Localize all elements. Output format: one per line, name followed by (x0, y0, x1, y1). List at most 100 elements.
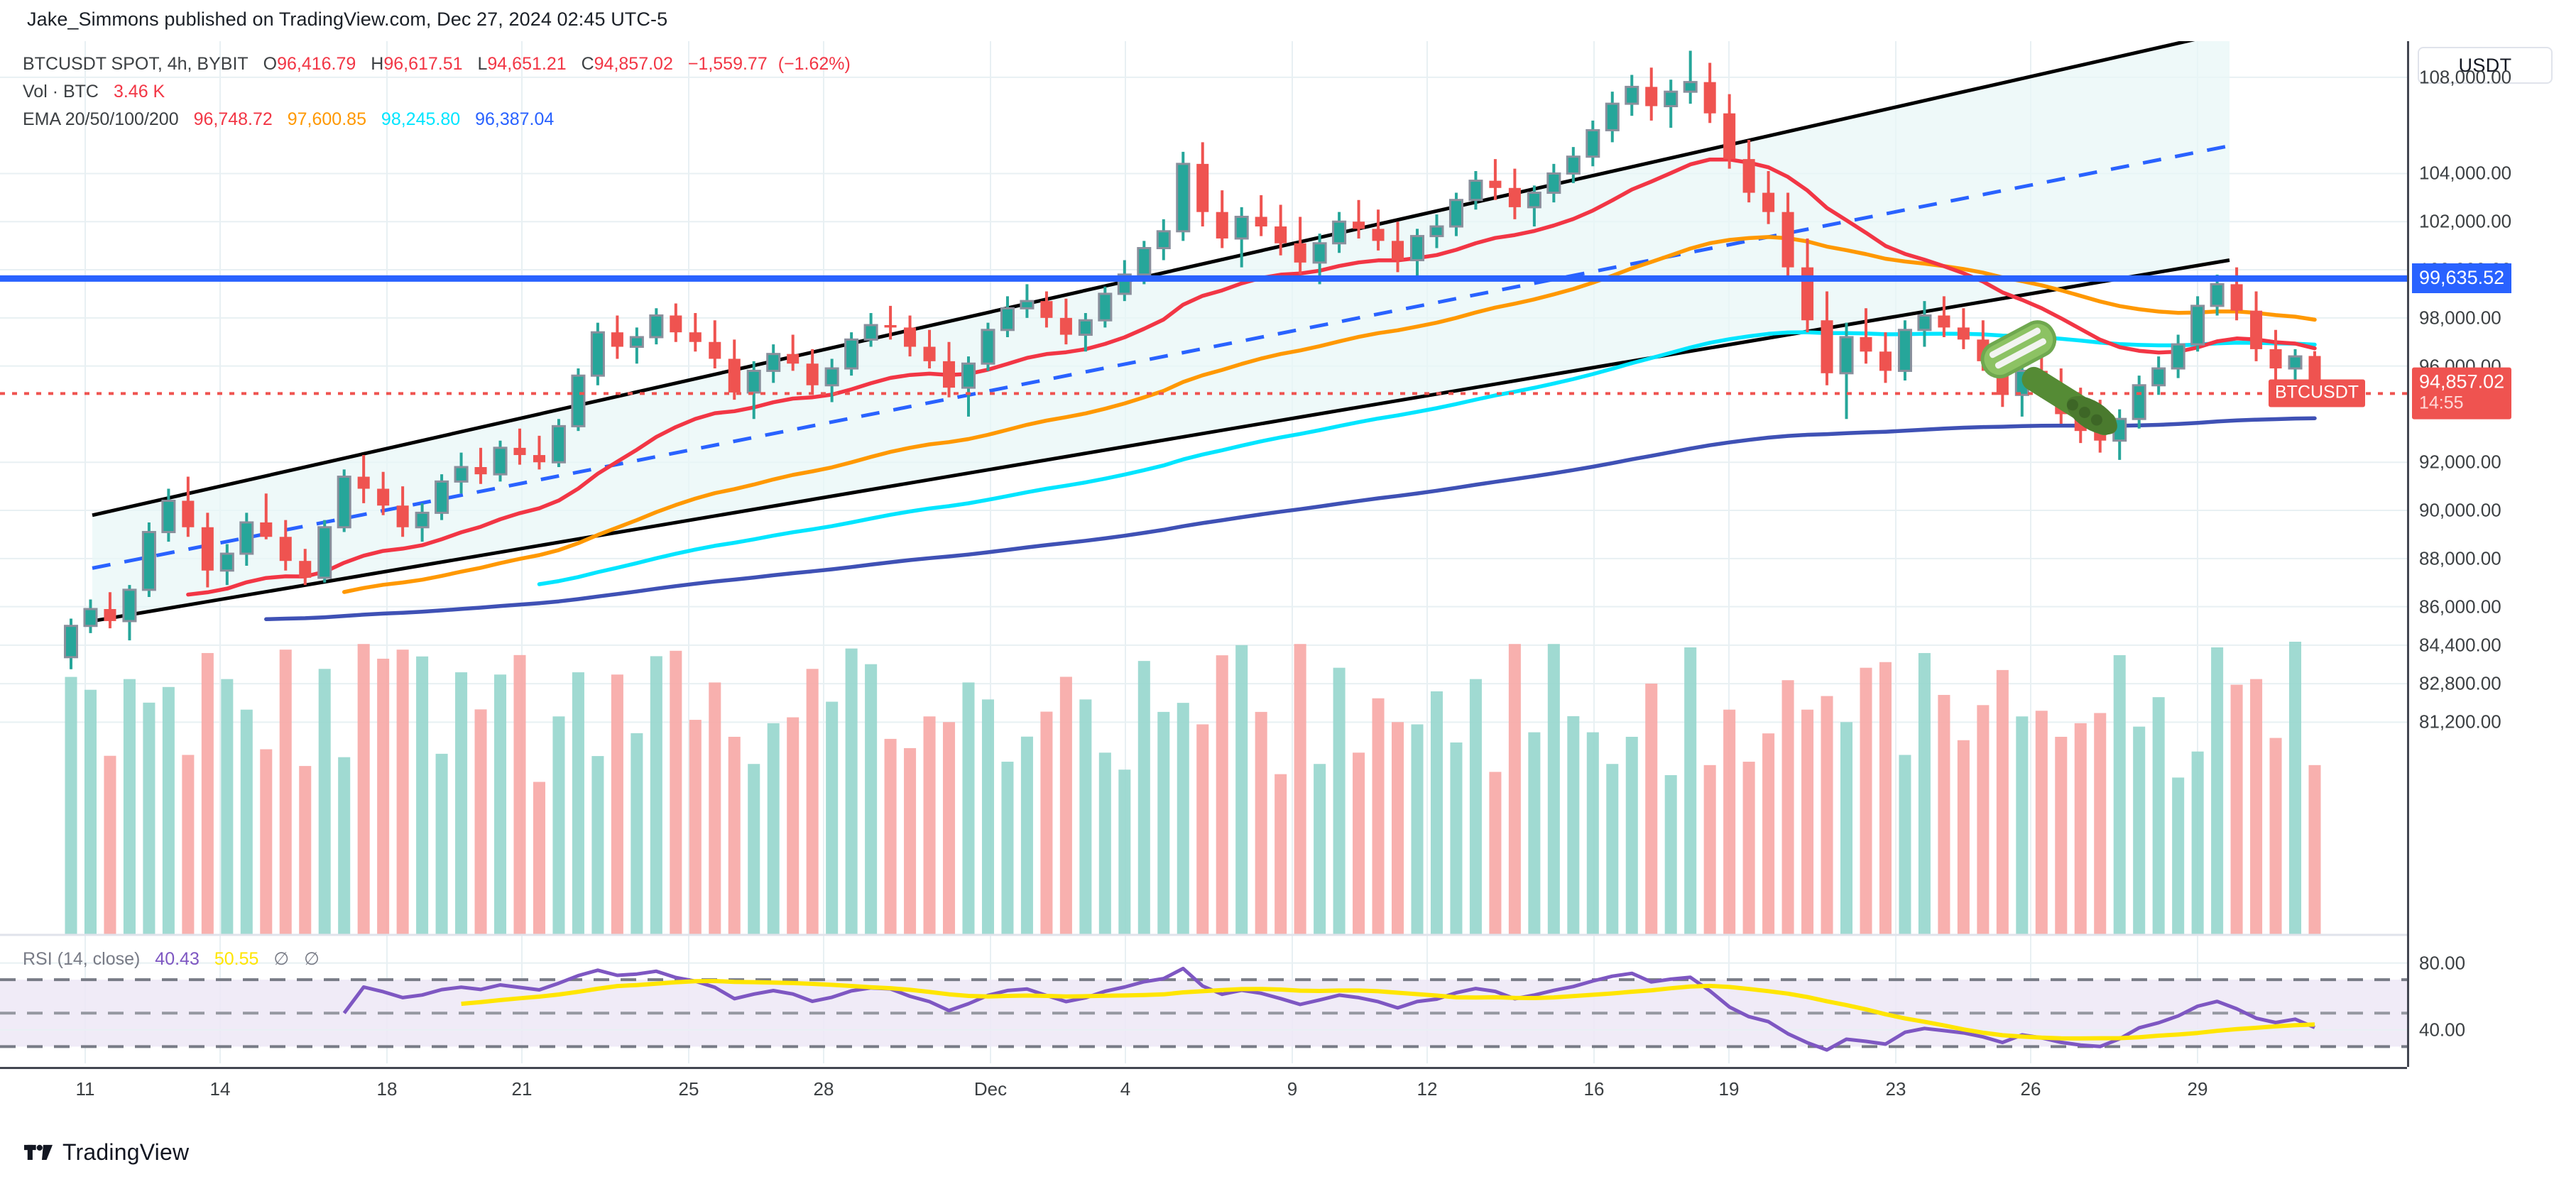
candle[interactable] (2190, 305, 2205, 346)
candle[interactable] (766, 353, 781, 372)
candle[interactable] (1489, 180, 1502, 188)
candle[interactable] (377, 488, 390, 506)
candle[interactable] (63, 625, 79, 659)
last-price-badge[interactable]: 94,857.02 14:55 (2412, 367, 2512, 420)
resistance-price-badge[interactable]: 99,635.52 (2412, 263, 2512, 294)
candle[interactable] (1275, 226, 1287, 243)
candle[interactable] (590, 331, 605, 377)
candle[interactable] (943, 361, 956, 388)
candle[interactable] (863, 324, 878, 341)
candle[interactable] (1683, 81, 1698, 93)
candle[interactable] (396, 505, 409, 527)
candle[interactable] (961, 362, 976, 389)
candle[interactable] (1429, 225, 1444, 238)
candle[interactable] (1448, 199, 1463, 228)
candle[interactable] (1742, 159, 1755, 193)
candle[interactable] (1566, 155, 1581, 175)
candle[interactable] (1897, 329, 1912, 372)
candle[interactable] (141, 531, 156, 591)
candle[interactable] (1294, 243, 1306, 263)
candle[interactable] (299, 561, 312, 578)
candle[interactable] (1586, 128, 1600, 158)
candle[interactable] (1860, 336, 1872, 352)
candle[interactable] (2288, 355, 2303, 370)
candle[interactable] (689, 332, 702, 342)
candle[interactable] (1821, 320, 1833, 373)
candle[interactable] (2132, 384, 2146, 420)
candle[interactable] (1059, 317, 1072, 335)
candle[interactable] (513, 447, 526, 456)
candle[interactable] (1938, 315, 1950, 328)
candle[interactable] (474, 467, 487, 475)
ema-label[interactable]: EMA 20/50/100/200 (23, 109, 179, 129)
candle[interactable] (981, 329, 995, 365)
candle[interactable] (1468, 180, 1483, 202)
candle[interactable] (1312, 242, 1327, 264)
candle[interactable] (1879, 351, 1892, 371)
candle[interactable] (357, 476, 370, 489)
candle[interactable] (1781, 212, 1794, 268)
candle[interactable] (182, 500, 195, 527)
candle[interactable] (551, 424, 566, 464)
candle[interactable] (279, 537, 292, 561)
candle[interactable] (1020, 300, 1035, 309)
candle[interactable] (1801, 267, 1814, 321)
candle[interactable] (1762, 192, 1775, 212)
candle[interactable] (1098, 292, 1113, 322)
candle[interactable] (2250, 310, 2263, 349)
candle[interactable] (806, 363, 819, 385)
candle[interactable] (1137, 247, 1152, 276)
candle[interactable] (728, 358, 741, 393)
candle[interactable] (1917, 314, 1932, 332)
candle[interactable] (1723, 113, 1736, 160)
candle[interactable] (1255, 217, 1267, 227)
candle[interactable] (2269, 349, 2282, 369)
candle[interactable] (1176, 163, 1191, 233)
candle[interactable] (219, 552, 234, 572)
candle[interactable] (1332, 220, 1347, 245)
candle[interactable] (709, 341, 721, 359)
candle[interactable] (260, 522, 273, 537)
candle[interactable] (1645, 87, 1658, 106)
price-axis[interactable]: USDT 108,000.00104,000.00102,000.00100,0… (2407, 41, 2576, 1067)
candle[interactable] (1078, 319, 1093, 336)
candle[interactable] (904, 327, 917, 347)
candle[interactable] (337, 476, 351, 529)
candle[interactable] (122, 588, 137, 623)
candle[interactable] (2210, 283, 2225, 307)
candle[interactable] (1156, 230, 1171, 250)
candle[interactable] (1353, 221, 1365, 229)
candle[interactable] (1508, 187, 1521, 207)
candle[interactable] (824, 367, 839, 387)
legend-volume-row[interactable]: Vol · BTC 3.46 K (23, 83, 851, 101)
candle[interactable] (1703, 82, 1716, 114)
rsi-legend[interactable]: RSI (14, close) 40.43 50.55 ∅ ∅ (23, 948, 320, 970)
candle[interactable] (611, 332, 623, 347)
price-plot-area[interactable] (0, 41, 2407, 1067)
legend-ohlc-row[interactable]: BTCUSDT SPOT, 4h, BYBIT O96,416.79 H96,6… (23, 55, 851, 73)
candle[interactable] (1546, 172, 1561, 194)
candle[interactable] (1372, 229, 1385, 241)
candle[interactable] (1527, 192, 1541, 209)
candle[interactable] (884, 325, 897, 328)
candle[interactable] (1196, 163, 1209, 212)
candle[interactable] (454, 466, 469, 483)
time-axis[interactable]: 11 14 18 21 25 28 Dec 4 9 12 16 19 23 26 29 (0, 1067, 2407, 1106)
candle[interactable] (1664, 90, 1679, 108)
candle[interactable] (787, 354, 799, 364)
candle[interactable] (1040, 301, 1053, 318)
candle[interactable] (435, 480, 449, 514)
candle[interactable] (746, 369, 761, 394)
candle[interactable] (1409, 235, 1425, 261)
candle[interactable] (923, 346, 936, 361)
candle[interactable] (493, 446, 508, 476)
candle[interactable] (317, 526, 332, 579)
candle[interactable] (2151, 367, 2166, 387)
candle[interactable] (1957, 327, 1970, 340)
candle[interactable] (239, 521, 254, 555)
candle[interactable] (649, 314, 664, 339)
candle[interactable] (161, 499, 176, 534)
candle[interactable] (1839, 336, 1854, 375)
candle[interactable] (844, 338, 859, 370)
candle[interactable] (629, 336, 644, 349)
